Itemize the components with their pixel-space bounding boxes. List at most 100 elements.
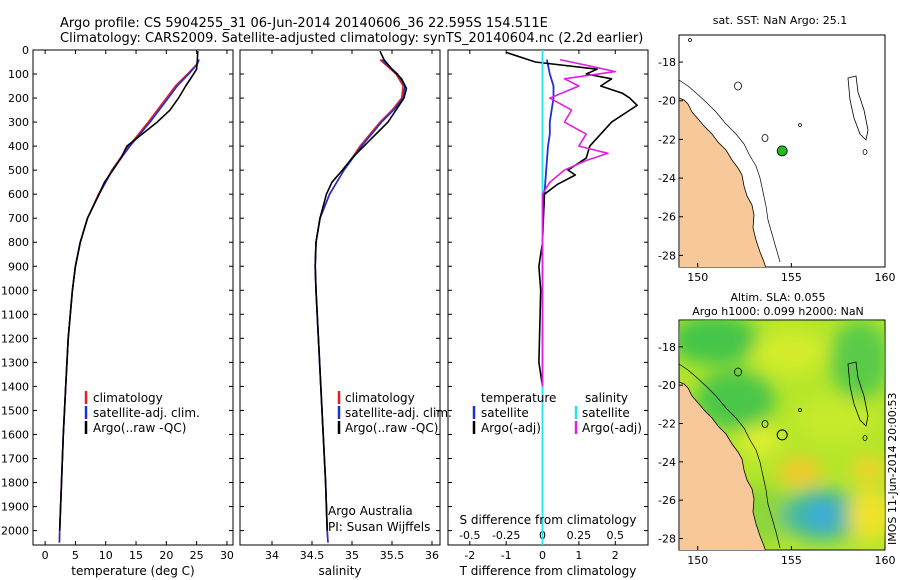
salinity-plot-frame	[239, 49, 441, 546]
depth-tick-label: 1000	[1, 284, 29, 297]
credit-institution: Argo Australia	[328, 504, 413, 518]
x-tick-label: 10	[99, 549, 113, 562]
coastline-land	[679, 381, 766, 550]
legend-temperature-satellite-label: satellite	[481, 406, 529, 420]
x-tick-label: 15	[129, 549, 143, 562]
x-tick-label: -2	[464, 549, 475, 562]
salinity-lines	[314, 50, 408, 543]
depth-contour	[679, 363, 781, 549]
sla-heatmap-cell	[795, 398, 875, 442]
temperature-panel: 0 5 10 15 20 25 30 temperature (deg C) climato…	[42, 50, 234, 578]
salinity-x-ticks: 34 34.5 35 35.5 36	[265, 50, 439, 562]
reef-islet	[862, 149, 868, 155]
x-tick-label: 2	[612, 549, 619, 562]
legend-satellite-label: satellite-adj. clim.	[93, 406, 200, 420]
s-tick-label: 0.5	[607, 529, 625, 542]
depth-tick-label: 1800	[1, 477, 29, 490]
x-tick-label: 25	[190, 549, 204, 562]
depth-tick-label: 1100	[1, 308, 29, 321]
difference-panel: -2 -1 0 1 2-0.5 -0.25 0 0.25 0.5 S difference fr…	[459, 50, 642, 578]
map-y-tick-label: -20	[658, 95, 676, 108]
temperature-plot-frame	[32, 49, 234, 546]
depth-tick-label: 900	[8, 260, 29, 273]
reef-outline	[847, 361, 869, 427]
sst-map-title: sat. SST: NaN Argo: 25.1	[713, 14, 847, 27]
sla-heatmap-cell	[679, 320, 760, 365]
x-tick-label: 0	[42, 549, 49, 562]
x-tick-label: 34	[265, 549, 279, 562]
depth-tick-label: 1400	[1, 380, 29, 393]
depth-contour	[679, 79, 781, 263]
t-difference-xlabel: T difference from climatology	[459, 564, 637, 578]
sst-map-ticks: 150 155 160 -18 -20 -22 -24 -26 -28	[658, 56, 895, 284]
sst-map: sat. SST: NaN Argo: 25.1 150 155 160 -18 -20…	[658, 14, 895, 284]
salinity-xlabel: salinity	[318, 564, 361, 578]
depth-tick-label: 1300	[1, 356, 29, 369]
reef-islet	[761, 420, 769, 428]
x-tick-label: 34.5	[300, 549, 325, 562]
legend-salinity-argo-label: Argo(-adj)	[582, 421, 642, 435]
temperature-x-ticks: 0 5 10 15 20 25 30	[42, 50, 234, 562]
map-y-tick-label: -18	[658, 56, 676, 69]
depth-tick-label: 1700	[1, 452, 29, 465]
depth-tick-label: 0	[22, 44, 29, 57]
sla-heatmap-cell	[752, 330, 828, 374]
depth-axis: 0 100 200 300 400 500 600 700 800 900 1000 1100 1200…	[1, 44, 648, 538]
sla-heatmap-cell	[808, 502, 836, 528]
s-tick-label: -0.5	[459, 529, 480, 542]
series-line-argo-raw-qc-	[314, 50, 408, 531]
map-x-tick-label: 150	[687, 271, 708, 284]
map-y-tick-label: -20	[658, 379, 676, 392]
x-tick-label: -1	[501, 549, 512, 562]
title-line-1: Argo profile: CS 5904255_31 06-Jun-2014 …	[60, 16, 548, 31]
legend-salinity-satellite-label: satellite	[582, 406, 630, 420]
depth-tick-label: 1500	[1, 404, 29, 417]
depth-tick-label: 400	[8, 140, 29, 153]
difference-legend: temperature salinity satellite Argo(-adj…	[472, 391, 642, 435]
sla-map: Altim. SLA: 0.055 Argo h1000: 0.099 h200…	[658, 291, 895, 567]
map-y-tick-label: -18	[658, 341, 676, 354]
map-y-tick-label: -26	[658, 494, 676, 507]
map-y-tick-label: -28	[658, 249, 676, 262]
s-tick-label: -0.25	[492, 529, 520, 542]
x-tick-label: 5	[72, 549, 79, 562]
depth-tick-label: 200	[8, 92, 29, 105]
legend-temperature-title: temperature	[481, 391, 556, 405]
sla-heatmap-cell	[848, 489, 885, 541]
map-y-tick-label: -26	[658, 211, 676, 224]
series-line-argo-raw-qc-	[58, 51, 199, 531]
salinity-panel: 34 34.5 35 35.5 36 salinity climatology sate…	[265, 50, 452, 578]
depth-tick-label: 600	[8, 188, 29, 201]
map-x-tick-label: 150	[687, 554, 708, 567]
reef-islet	[798, 408, 802, 412]
legend-climatology-label: climatology	[345, 391, 415, 405]
x-tick-label: 0	[539, 549, 546, 562]
map-x-tick-label: 160	[875, 271, 896, 284]
sla-map-content	[679, 320, 885, 550]
x-tick-label: 30	[220, 549, 234, 562]
sla-map-ticks: 150 155 160 -18 -20 -22 -24 -26 -28	[658, 341, 895, 567]
sla-map-title-2: Argo h1000: 0.099 h2000: NaN	[692, 305, 864, 318]
map-x-tick-label: 155	[781, 554, 802, 567]
reef-islet	[761, 134, 769, 142]
reef-outline	[847, 75, 869, 141]
temperature-xlabel: temperature (deg C)	[71, 564, 194, 578]
x-tick-label: 1	[575, 549, 582, 562]
map-y-tick-label: -24	[658, 172, 676, 185]
legend-salinity-title: salinity	[585, 391, 628, 405]
s-tick-label: 0.25	[567, 529, 592, 542]
depth-tick-label: 500	[8, 164, 29, 177]
depth-tick-label: 700	[8, 212, 29, 225]
map-y-tick-label: -28	[658, 533, 676, 546]
series-line-salinity-argo-adj-	[541, 58, 617, 387]
title-line-2: Climatology: CARS2009. Satellite-adjuste…	[60, 31, 643, 46]
reef-islet	[734, 367, 742, 377]
depth-tick-label: 300	[8, 116, 29, 129]
difference-lines	[505, 50, 638, 545]
reef-islet	[798, 123, 802, 127]
s-difference-xlabel: S difference from climatology	[460, 513, 637, 527]
depth-tick-label: 800	[8, 236, 29, 249]
sla-heatmap-cell	[852, 457, 884, 483]
sla-heatmap-cell	[778, 458, 822, 486]
